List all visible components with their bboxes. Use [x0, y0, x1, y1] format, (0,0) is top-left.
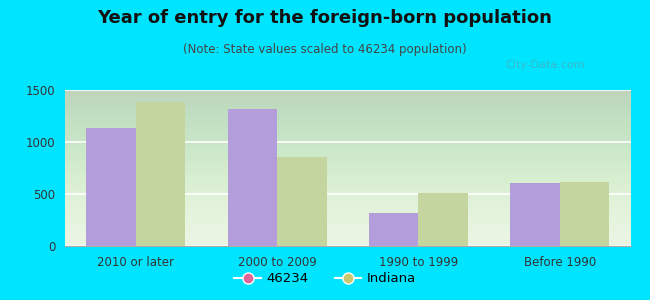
Bar [227, 109, 277, 246]
Bar [86, 128, 136, 246]
Text: City-Data.com: City-Data.com [506, 60, 585, 70]
Legend: 46234, Indiana: 46234, Indiana [229, 267, 421, 290]
Bar [277, 157, 326, 246]
Bar [419, 193, 468, 246]
Bar [510, 183, 560, 246]
Bar [560, 182, 609, 246]
Bar [369, 213, 419, 246]
Text: (Note: State values scaled to 46234 population): (Note: State values scaled to 46234 popu… [183, 44, 467, 56]
Text: Year of entry for the foreign-born population: Year of entry for the foreign-born popul… [98, 9, 552, 27]
Bar [136, 103, 185, 246]
